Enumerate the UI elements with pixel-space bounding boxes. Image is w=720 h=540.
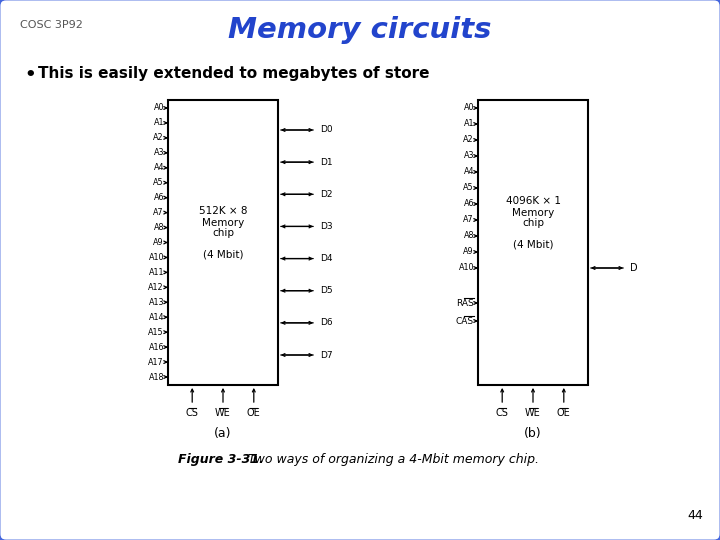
Text: A15: A15	[148, 328, 164, 336]
Text: D2: D2	[320, 190, 333, 199]
Text: A11: A11	[148, 268, 164, 277]
Text: OE: OE	[247, 408, 261, 418]
Text: CAS: CAS	[456, 316, 474, 326]
Text: Figure 3-31.: Figure 3-31.	[178, 453, 264, 466]
Text: A3: A3	[153, 148, 164, 157]
Text: A0: A0	[153, 104, 164, 112]
Text: Memory: Memory	[202, 218, 244, 227]
Text: 4096K × 1: 4096K × 1	[505, 195, 560, 206]
Text: A6: A6	[153, 193, 164, 202]
Text: chip: chip	[212, 227, 234, 238]
Bar	[168, 100, 278, 385]
Text: D3: D3	[320, 222, 333, 231]
Text: A1: A1	[153, 118, 164, 127]
Text: A7: A7	[464, 215, 474, 225]
Text: Memory circuits: Memory circuits	[228, 16, 492, 44]
Text: Memory: Memory	[512, 207, 554, 218]
Text: D4: D4	[320, 254, 333, 263]
Text: This is easily extended to megabytes of store: This is easily extended to megabytes of …	[38, 66, 430, 81]
Text: D: D	[630, 263, 638, 273]
Text: A10: A10	[148, 253, 164, 262]
Text: A16: A16	[148, 342, 164, 352]
Text: CS: CS	[496, 408, 508, 418]
Text: CS: CS	[186, 408, 199, 418]
Text: RAS: RAS	[456, 299, 474, 307]
Text: A17: A17	[148, 357, 164, 367]
Text: 44: 44	[688, 509, 703, 522]
Text: A7: A7	[153, 208, 164, 217]
Text: (4 Mbit): (4 Mbit)	[513, 240, 553, 249]
Text: WE: WE	[525, 408, 541, 418]
Text: (a): (a)	[215, 427, 232, 440]
Text: WE: WE	[215, 408, 231, 418]
Text: D5: D5	[320, 286, 333, 295]
Text: A3: A3	[464, 152, 474, 160]
Text: A1: A1	[464, 119, 474, 129]
Text: COSC 3P92: COSC 3P92	[20, 20, 83, 30]
Text: D6: D6	[320, 319, 333, 327]
Text: A12: A12	[148, 283, 164, 292]
Text: Two ways of organizing a 4-Mbit memory chip.: Two ways of organizing a 4-Mbit memory c…	[240, 453, 539, 466]
Text: A8: A8	[464, 232, 474, 240]
Text: A4: A4	[464, 167, 474, 177]
Text: OE: OE	[557, 408, 571, 418]
Text: A5: A5	[153, 178, 164, 187]
Text: A10: A10	[459, 264, 474, 273]
Text: A13: A13	[148, 298, 164, 307]
Text: (4 Mbit): (4 Mbit)	[203, 249, 243, 260]
Text: A4: A4	[153, 163, 164, 172]
Text: D1: D1	[320, 158, 333, 167]
Text: A9: A9	[464, 247, 474, 256]
Text: (b): (b)	[524, 427, 542, 440]
Bar	[478, 100, 588, 385]
Text: D0: D0	[320, 125, 333, 134]
Text: chip: chip	[522, 218, 544, 227]
Text: A9: A9	[153, 238, 164, 247]
Text: •: •	[24, 66, 35, 84]
Text: A2: A2	[464, 136, 474, 145]
Text: A6: A6	[464, 199, 474, 208]
Text: A8: A8	[153, 223, 164, 232]
Text: A5: A5	[464, 184, 474, 192]
Text: A14: A14	[148, 313, 164, 322]
Text: D7: D7	[320, 350, 333, 360]
Text: A0: A0	[464, 104, 474, 112]
Text: A2: A2	[153, 133, 164, 143]
Text: 512K × 8: 512K × 8	[199, 206, 247, 215]
Text: A18: A18	[148, 373, 164, 381]
